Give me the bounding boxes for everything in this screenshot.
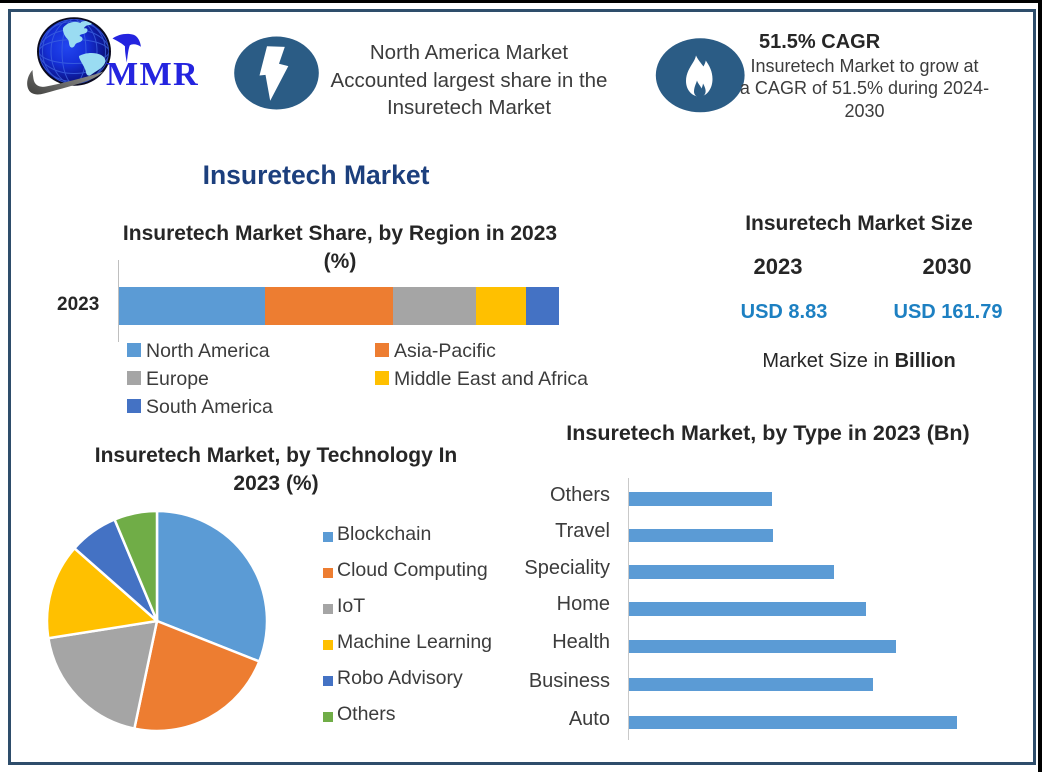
svg-text:MMR: MMR	[106, 56, 199, 93]
